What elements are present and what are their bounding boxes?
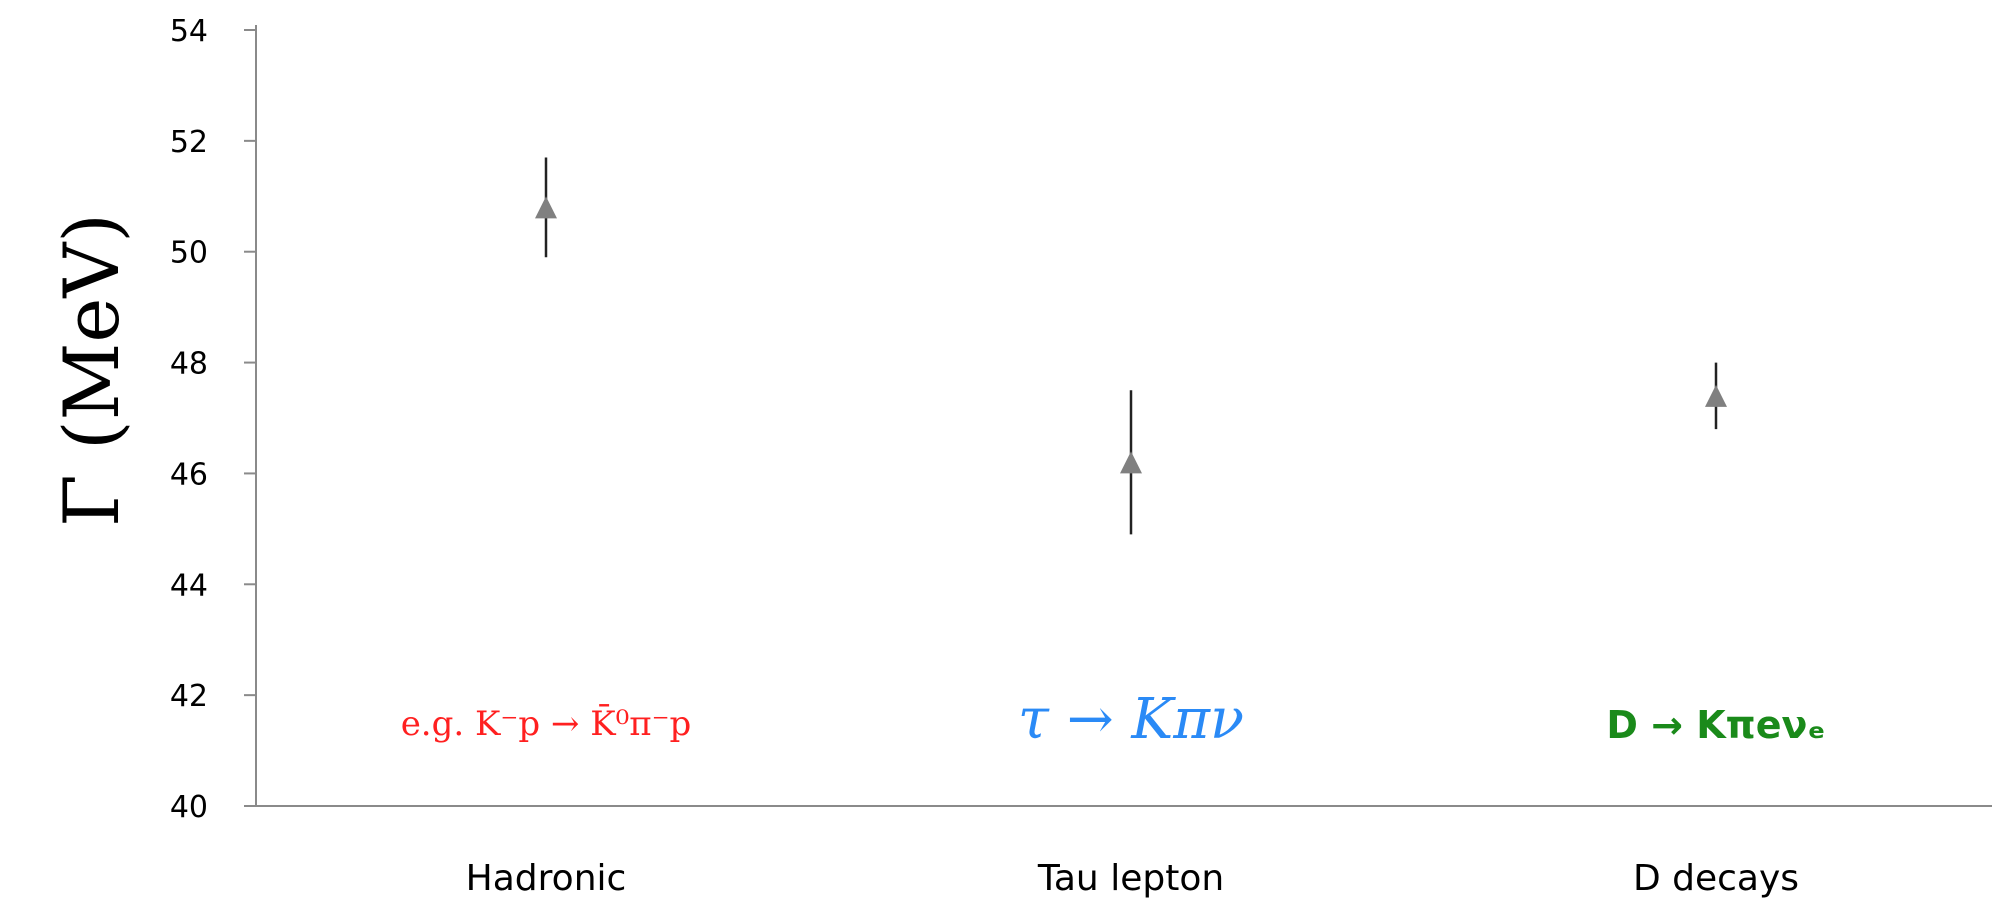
axes: 40 42 44 46 48 50 52 54: [170, 14, 1992, 825]
annotation-tau: τ → Kπν: [1018, 687, 1244, 752]
y-tick-label: 40: [170, 790, 208, 825]
y-tick-label: 54: [170, 14, 208, 49]
y-tick-label: 44: [170, 568, 208, 603]
y-ticks: 40 42 44 46 48 50 52 54: [170, 14, 256, 825]
y-tick-label: 42: [170, 679, 208, 714]
y-axis-label: Γ (MeV): [47, 213, 136, 527]
category-label: D decays: [1633, 858, 1799, 899]
category-label: Tau lepton: [1037, 858, 1224, 899]
data-points: [535, 157, 1727, 535]
annotation-d-decays: D → Kπeνₑ: [1606, 703, 1825, 747]
data-point-marker: [1705, 384, 1727, 407]
category-labels: Hadronic Tau lepton D decays: [466, 858, 1799, 899]
data-point-marker: [535, 196, 557, 219]
category-label: Hadronic: [466, 858, 627, 899]
y-tick-label: 52: [170, 125, 208, 160]
data-point-marker: [1120, 451, 1142, 474]
y-tick-label: 50: [170, 236, 208, 271]
annotations: e.g. K⁻p → K̄⁰π⁻p τ → Kπν D → Kπeνₑ: [401, 687, 1826, 752]
y-tick-label: 48: [170, 347, 208, 382]
annotation-hadronic: e.g. K⁻p → K̄⁰π⁻p: [401, 703, 692, 744]
y-tick-label: 46: [170, 457, 208, 492]
